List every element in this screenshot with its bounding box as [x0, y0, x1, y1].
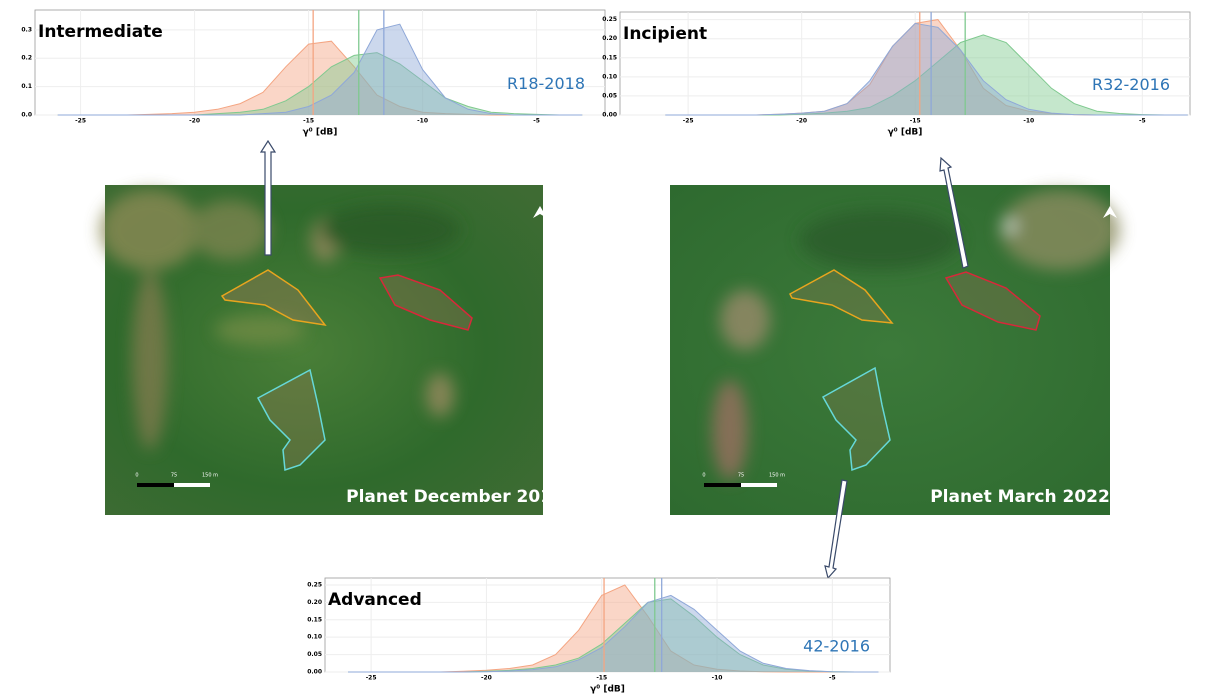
scale-label: 0 — [135, 473, 138, 479]
x-tick-label: -15 — [596, 675, 607, 682]
chart-title: Advanced — [328, 590, 422, 610]
y-tick-label: 0.15 — [307, 616, 322, 623]
y-tick-label: 0.10 — [307, 634, 322, 641]
y-tick-label: 0.2 — [21, 55, 32, 62]
y-tick-label: 0.3 — [21, 26, 32, 33]
x-tick-label: -10 — [1023, 118, 1034, 125]
x-tick-label: -25 — [683, 118, 694, 125]
x-tick-label: -15 — [910, 118, 921, 125]
y-tick-label: 0.05 — [602, 92, 617, 99]
x-tick-label: -15 — [303, 118, 314, 125]
x-tick-label: -25 — [75, 118, 86, 125]
x-axis-label: γ⁰ [dB] — [888, 128, 923, 138]
image-caption: Planet March 2022 — [930, 487, 1110, 507]
scale-label: 75 — [738, 473, 744, 479]
chart-title: Incipient — [623, 24, 707, 44]
y-tick-label: 0.20 — [602, 35, 617, 42]
x-tick-label: -10 — [712, 675, 723, 682]
figure-svg: Planet December 2015 Planet March 2022 0… — [0, 0, 1214, 698]
y-tick-label: 0.00 — [307, 669, 322, 676]
y-tick-label: 0.25 — [602, 16, 617, 23]
chart-annotation: R32-2016 — [1092, 75, 1170, 94]
satellite-image-right — [670, 185, 1120, 515]
y-tick-label: 0.0 — [21, 112, 32, 119]
chart-annotation: R18-2018 — [507, 74, 585, 93]
y-tick-label: 0.00 — [602, 112, 617, 119]
y-tick-label: 0.10 — [602, 73, 617, 80]
x-tick-label: -20 — [481, 675, 492, 682]
x-tick-label: -20 — [796, 118, 807, 125]
scale-label: 150 m — [202, 473, 218, 479]
x-tick-label: -5 — [1139, 118, 1146, 125]
density-chart: -25 -20 -15 -10 -5 0.00 0.05 0.10 0.15 0.20 0.25 In… — [602, 12, 1190, 138]
scale-label: 75 — [171, 473, 177, 479]
density-chart: -25 -20 -15 -10 -5 0.0 0.1 0.2 0.3 Intermediate R1… — [21, 10, 605, 138]
chart-title: Intermediate — [38, 22, 163, 42]
chart-annotation: 42-2016 — [803, 637, 870, 656]
y-tick-label: 0.05 — [307, 651, 322, 658]
x-tick-label: -5 — [829, 675, 836, 682]
x-tick-label: -5 — [533, 118, 540, 125]
y-tick-label: 0.20 — [307, 599, 322, 606]
x-axis-label: γ⁰ [dB] — [590, 685, 625, 695]
x-tick-label: -25 — [366, 675, 377, 682]
density-chart: -25 -20 -15 -10 -5 0.00 0.05 0.10 0.15 0.20 0.25 Ad… — [307, 578, 890, 695]
x-tick-label: -20 — [189, 118, 200, 125]
scale-label: 150 m — [769, 473, 785, 479]
y-tick-label: 0.25 — [307, 581, 322, 588]
y-tick-label: 0.1 — [21, 83, 32, 90]
satellite-image-left — [100, 185, 547, 515]
image-caption: Planet December 2015 — [346, 487, 564, 507]
y-tick-label: 0.15 — [602, 54, 617, 61]
x-axis-label: γ⁰ [dB] — [303, 128, 338, 138]
figure: Planet December 2015 Planet March 2022 0… — [0, 0, 1214, 698]
x-tick-label: -10 — [417, 118, 428, 125]
scale-label: 0 — [702, 473, 705, 479]
